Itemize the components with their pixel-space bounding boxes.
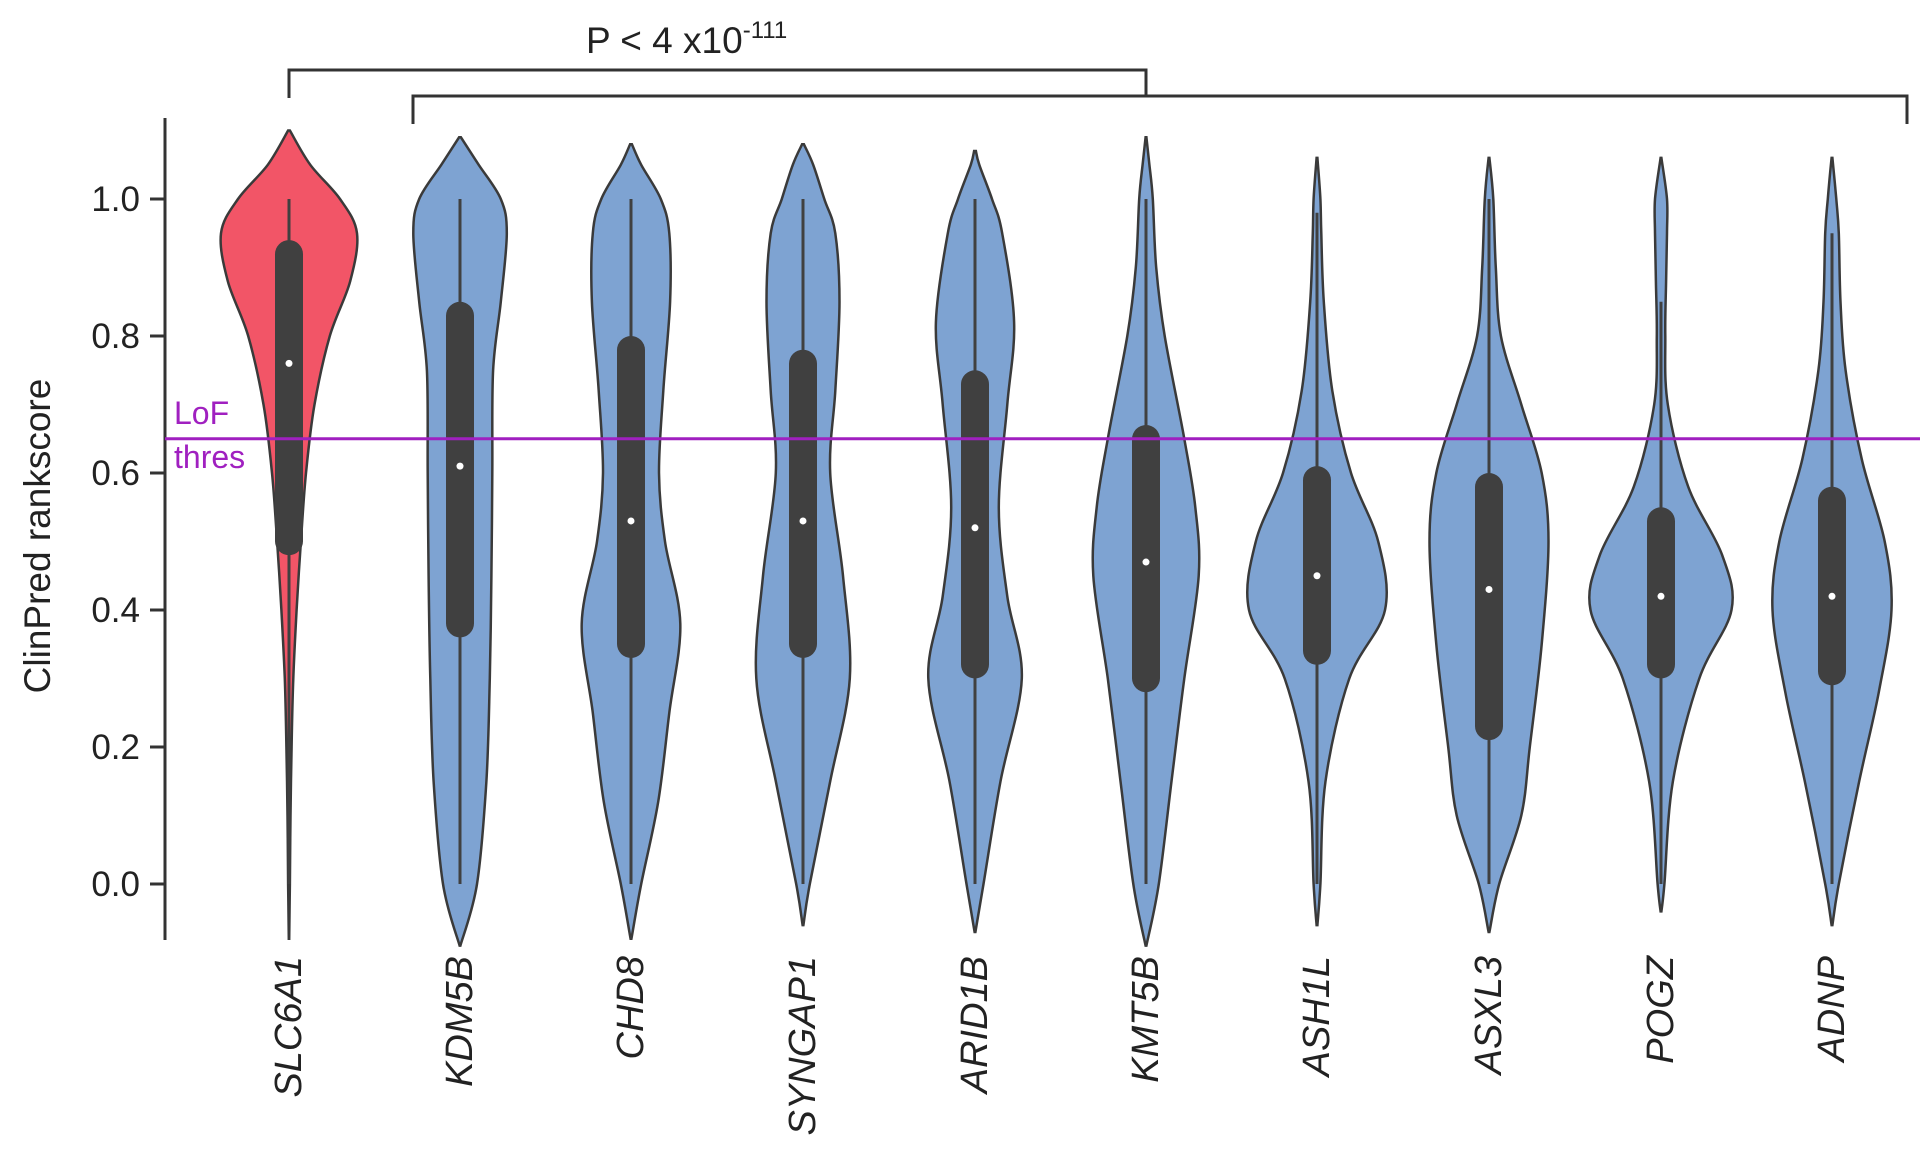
x-label-ash1l: ASH1L <box>1296 956 1338 1078</box>
median-dot-ash1l <box>1313 572 1321 580</box>
median-dot-chd8 <box>627 517 635 525</box>
median-dot-pogz <box>1657 592 1665 600</box>
significance-brackets <box>287 68 1909 124</box>
iqr-box-asxl3 <box>1475 473 1503 741</box>
iqr-box-ash1l <box>1303 466 1331 665</box>
x-label-syngap1: SYNGAP1 <box>782 956 824 1136</box>
x-label-arid1b: ARID1B <box>954 956 996 1095</box>
iqr-box-slc6a1 <box>275 240 303 556</box>
x-label-kdm5b: KDM5B <box>439 956 481 1087</box>
significance-text: P < 4 x10 <box>586 20 743 61</box>
median-dot-asxl3 <box>1485 585 1493 593</box>
x-label-adnp: ADNP <box>1811 955 1853 1063</box>
violins-group <box>219 129 1893 947</box>
x-label-asxl3: ASXL3 <box>1468 956 1510 1076</box>
y-ticks-group: 0.0 0.2 0.4 0.6 0.8 1.0 <box>91 180 165 904</box>
iqr-box-adnp <box>1818 486 1846 686</box>
y-axis-title: ClinPred rankscore <box>17 379 58 694</box>
median-dot-syngap1 <box>799 517 807 525</box>
bracket-slc6a1 <box>287 68 1148 98</box>
median-dot-slc6a1 <box>285 359 293 367</box>
significance-label: P < 4 x10-111 <box>586 17 787 61</box>
x-label-slc6a1: SLC6A1 <box>268 956 310 1098</box>
x-label-pogz: POGZ <box>1640 954 1682 1063</box>
threshold-label-line2: thres <box>174 439 245 475</box>
y-tick-label: 0.6 <box>91 454 140 493</box>
y-tick-label: 0.4 <box>91 591 140 630</box>
y-tick-label: 0.8 <box>91 317 140 356</box>
median-dot-kmt5b <box>1142 558 1150 566</box>
threshold-label-line1: LoF <box>174 395 229 431</box>
iqr-box-syngap1 <box>789 349 817 658</box>
y-tick-label: 1.0 <box>91 180 140 219</box>
x-label-kmt5b: KMT5B <box>1125 956 1167 1083</box>
bracket-others <box>411 94 1909 124</box>
significance-exponent: -111 <box>743 17 787 44</box>
iqr-box-chd8 <box>617 336 645 658</box>
x-labels-group: SLC6A1 KDM5B CHD8 SYNGAP1 ARID1B KMT5B ASH1L AS… <box>268 954 1853 1135</box>
median-dot-kdm5b <box>456 462 464 470</box>
y-tick-label: 0.2 <box>91 728 140 767</box>
y-tick-label: 0.0 <box>91 865 140 904</box>
median-dot-adnp <box>1828 592 1836 600</box>
x-label-chd8: CHD8 <box>610 956 652 1059</box>
median-dot-arid1b <box>971 524 979 532</box>
